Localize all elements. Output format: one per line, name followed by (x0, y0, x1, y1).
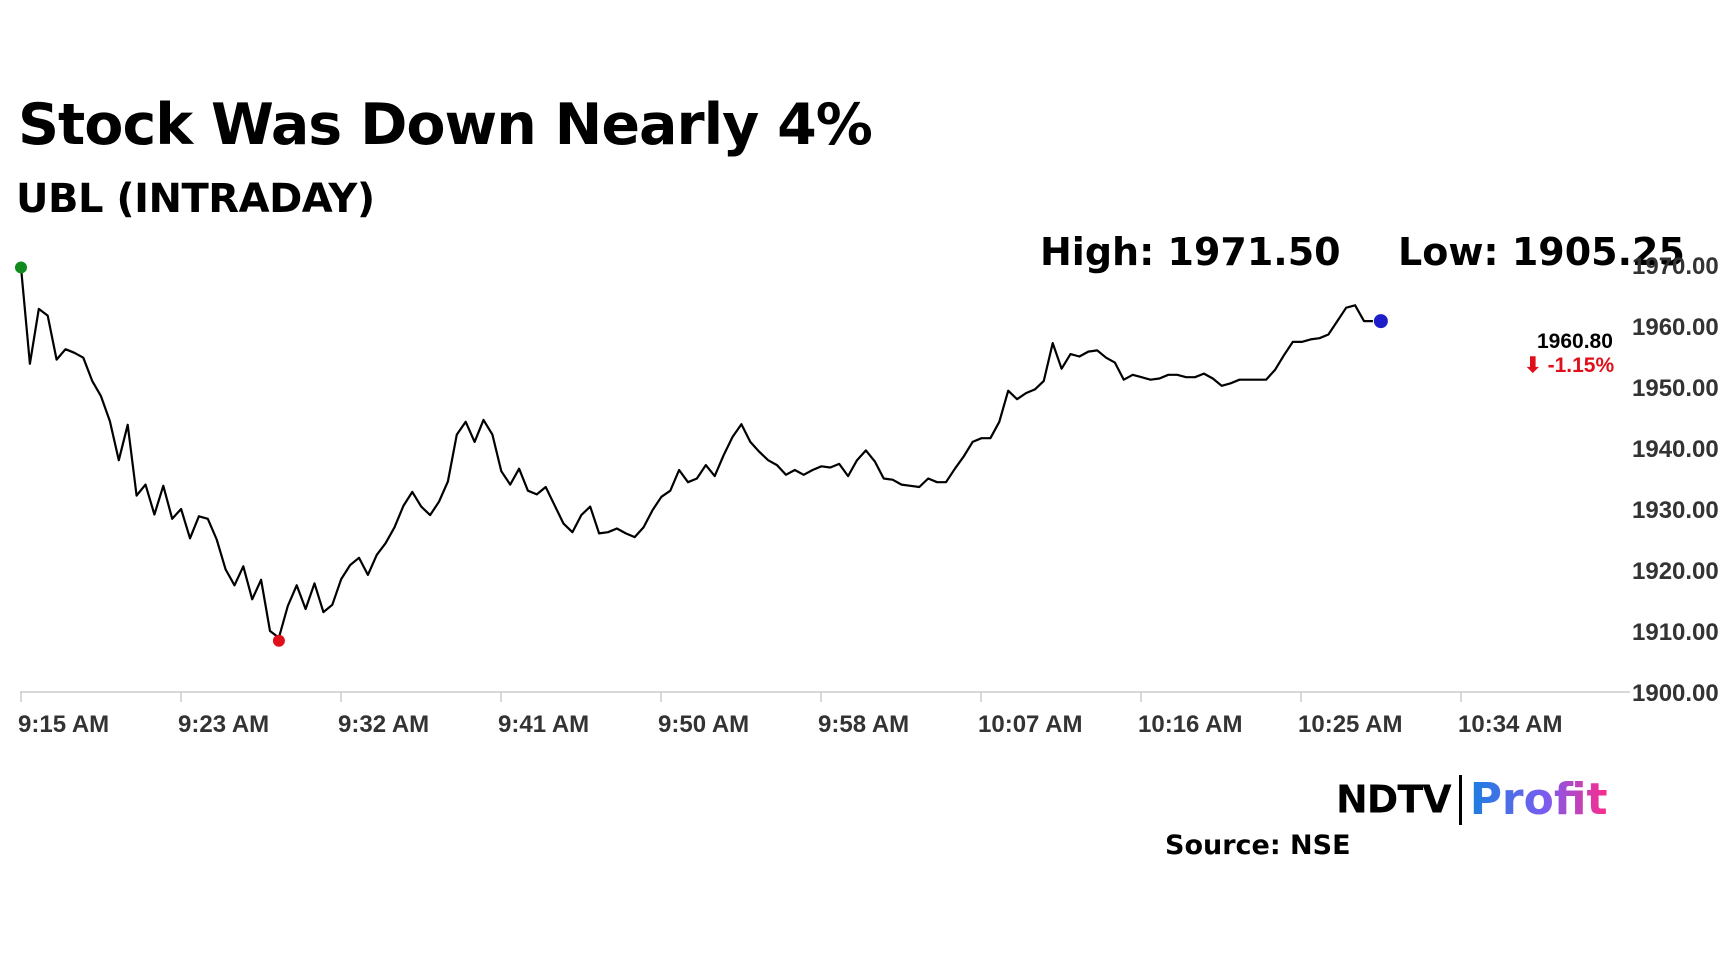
x-tick-label: 9:41 AM (498, 711, 589, 738)
y-tick-label: 1970.00 (1632, 253, 1719, 280)
x-tick-label: 10:16 AM (1138, 711, 1242, 738)
price-series-line (19, 267, 1373, 639)
ndtv-profit-logo: NDTV Profit (1336, 774, 1608, 826)
x-axis-ticks: 9:15 AM 9:23 AM 9:32 AM 9:41 AM 9:50 AM 9:58 … (18, 692, 1562, 738)
x-tick-label: 9:32 AM (338, 711, 429, 738)
source-note: Source: NSE (1165, 830, 1351, 861)
change-arrow-icon: ⬇ (1524, 354, 1542, 377)
high-label: High: 1971.50 (1040, 230, 1341, 274)
chart-subtitle: UBL (INTRADAY) (16, 176, 375, 222)
low-label: Low: 1905.25 (1398, 230, 1685, 274)
logo-profit-text: Profit (1469, 774, 1608, 825)
x-tick-label: 10:34 AM (1458, 711, 1562, 738)
y-axis-ticks: 1970.00 1960.00 1950.00 1940.00 1930.00 1920.… (1632, 253, 1719, 707)
change-label: ⬇ -1.15% (1524, 354, 1614, 377)
last-price-label: 1960.80 (1537, 330, 1613, 353)
logo-ndtv-text: NDTV (1336, 777, 1452, 822)
x-tick-label: 9:50 AM (658, 711, 749, 738)
y-tick-label: 1950.00 (1632, 375, 1719, 402)
open-marker (15, 261, 27, 274)
logo-divider (1458, 774, 1462, 825)
y-tick-label: 1910.00 (1632, 619, 1719, 646)
x-tick-label: 10:25 AM (1298, 711, 1402, 738)
x-tick-label: 9:58 AM (818, 711, 909, 738)
low-marker (272, 634, 285, 647)
y-tick-label: 1940.00 (1632, 436, 1719, 463)
chart-title: Stock Was Down Nearly 4% (18, 92, 873, 158)
y-tick-label: 1960.00 (1632, 314, 1719, 341)
y-tick-label: 1900.00 (1632, 680, 1719, 707)
y-tick-label: 1920.00 (1632, 558, 1719, 585)
change-value: -1.15% (1548, 354, 1615, 377)
x-tick-label: 9:15 AM (18, 711, 109, 738)
x-tick-label: 10:07 AM (978, 711, 1082, 738)
y-tick-label: 1930.00 (1632, 497, 1719, 524)
last-price-marker (1373, 314, 1388, 329)
x-tick-label: 9:23 AM (178, 711, 269, 738)
